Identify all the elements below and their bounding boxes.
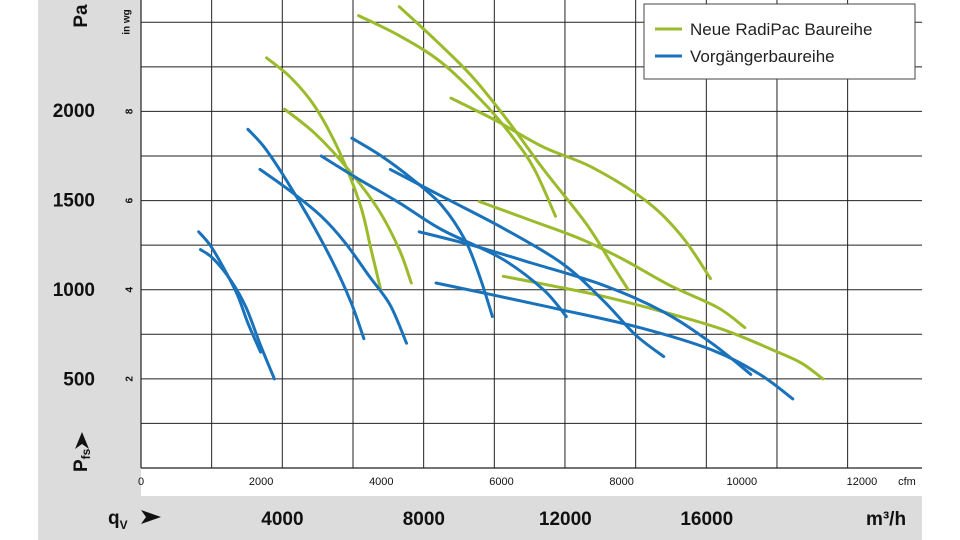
inwg-axis-ticks: 2 4 6 8	[125, 108, 136, 381]
curve-new-radipac	[357, 14, 557, 218]
curve-previous-series	[417, 230, 753, 376]
m3h-tick-label: 8000	[403, 509, 445, 530]
curve-previous-series	[434, 281, 795, 401]
cfm-unit-label: cfm	[898, 476, 916, 488]
m3h-tick-label: 4000	[261, 509, 303, 530]
inwg-tick-label: 2	[125, 376, 136, 382]
curve-new-radipac	[477, 200, 747, 330]
x-axis-label-sub: V	[120, 518, 128, 532]
inwg-unit-label: in wg	[122, 9, 133, 35]
pa-tick-label: 1000	[53, 280, 95, 301]
y-axis-label-sub: fs	[79, 448, 93, 459]
cfm-tick-label: 6000	[489, 476, 513, 488]
y-axis-label-main: P	[71, 459, 92, 472]
curve-new-radipac	[283, 107, 413, 285]
curves	[197, 5, 825, 401]
cfm-tick-label: 8000	[609, 476, 633, 488]
pa-tick-label: 1500	[53, 191, 95, 212]
x-axis-label: qV	[108, 508, 128, 532]
curve-new-radipac	[501, 274, 825, 381]
pa-unit-label: Pa	[71, 4, 92, 28]
x-axis-label-main: q	[108, 508, 120, 529]
curve-previous-series	[350, 136, 494, 318]
legend-box	[643, 3, 916, 80]
curve-previous-series	[246, 127, 366, 341]
curve-new-radipac	[449, 96, 712, 281]
curve-previous-series	[388, 167, 666, 359]
left-axis-band	[38, 0, 141, 540]
curve-previous-series	[199, 248, 276, 381]
pa-axis-ticks: 500 1000 1500 2000	[53, 101, 95, 390]
cfm-tick-label: 2000	[249, 476, 273, 488]
y-axis-arrow-icon	[75, 432, 89, 449]
curve-previous-series	[319, 154, 568, 318]
x-axis-arrow-icon	[141, 510, 161, 524]
inwg-tick-label: 4	[125, 286, 136, 292]
pa-tick-label: 500	[63, 370, 95, 391]
bottom-white-strip	[141, 468, 922, 496]
y-axis-label: Pfs	[71, 448, 93, 472]
curve-new-radipac	[397, 5, 630, 292]
inwg-tick-label: 6	[125, 197, 136, 203]
inwg-tick-label: 8	[125, 108, 136, 114]
m3h-tick-label: 12000	[539, 509, 592, 530]
cfm-tick-label: 10000	[726, 476, 757, 488]
legend: Neue RadiPac Baureihe Vorgängerbaureihe	[643, 3, 916, 80]
cfm-axis-ticks: 0 2000 4000 6000 8000 10000 12000	[138, 476, 877, 488]
svg-text:Pfs: Pfs	[71, 448, 93, 472]
svg-text:qV: qV	[108, 508, 128, 532]
m3h-axis-ticks: 4000 8000 12000 16000	[261, 509, 733, 530]
curve-previous-series	[258, 167, 408, 345]
cfm-tick-label: 4000	[369, 476, 393, 488]
legend-label-previous: Vorgängerbaureihe	[690, 47, 835, 66]
pa-tick-label: 2000	[53, 101, 95, 122]
legend-label-new: Neue RadiPac Baureihe	[690, 20, 872, 39]
bottom-axis-band	[38, 496, 922, 540]
m3h-unit-label: m³/h	[866, 509, 906, 530]
cfm-tick-label: 12000	[847, 476, 878, 488]
curve-new-radipac	[265, 56, 383, 292]
cfm-tick-label: 0	[138, 476, 144, 488]
m3h-tick-label: 16000	[680, 509, 733, 530]
